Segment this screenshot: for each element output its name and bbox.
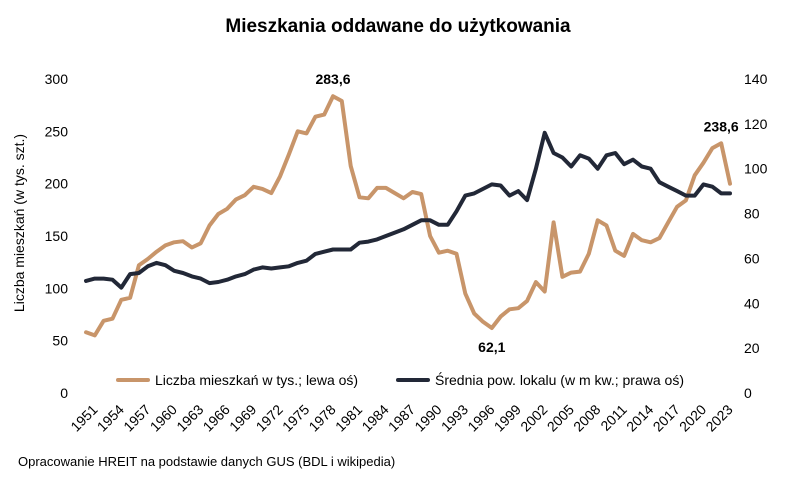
x-tick-label: 1951 (67, 401, 100, 434)
y-axis-label: Liczba mieszkań (w tys. szt.) (11, 134, 27, 312)
y-tick-label: 300 (45, 71, 69, 87)
source-note: Opracowanie HREIT na podstawie danych GU… (18, 454, 396, 469)
y-tick-label: 150 (45, 228, 69, 244)
legend-label-1: Liczba mieszkań w tys.; lewa oś) (155, 372, 358, 388)
y-tick-label: 100 (45, 280, 69, 296)
series-line-2 (84, 130, 732, 290)
series-layer (84, 94, 732, 338)
y2-tick-label: 40 (744, 295, 760, 311)
x-tick-label: 2002 (517, 401, 550, 434)
x-axis: 1951195419571960196319661969197219751978… (67, 401, 736, 434)
data-label: 238,6 (704, 118, 739, 134)
x-tick-label: 1966 (200, 401, 233, 434)
x-tick-label: 1969 (226, 401, 259, 434)
x-tick-label: 2011 (597, 401, 630, 434)
x-tick-label: 2017 (650, 401, 683, 434)
data-label: 283,6 (315, 71, 350, 87)
y2-tick-label: 80 (744, 206, 760, 222)
x-tick-label: 2005 (544, 401, 577, 434)
x-tick-label: 1990 (411, 401, 444, 434)
legend-label-2: Średnia pow. lokalu (w m kw.; prawa oś) (435, 371, 684, 388)
x-tick-label: 1993 (438, 401, 471, 434)
x-tick-label: 1957 (120, 401, 153, 434)
x-tick-label: 1972 (253, 401, 286, 434)
y-axis-right: 0 20 40 60 80 100 120 140 (744, 71, 768, 401)
y2-tick-label: 0 (744, 385, 752, 401)
legend: Liczba mieszkań w tys.; lewa oś) Średnia … (116, 371, 684, 388)
x-tick-label: 1963 (173, 401, 206, 434)
x-tick-label: 2020 (676, 401, 709, 434)
x-tick-label: 2023 (702, 401, 735, 434)
series-line-1 (84, 94, 732, 338)
y2-tick-label: 60 (744, 250, 760, 266)
annotations: 283,6 62,1 238,6 (315, 71, 738, 355)
x-tick-label: 2008 (570, 401, 603, 434)
x-tick-label: 2014 (623, 401, 656, 434)
y-tick-label: 50 (52, 333, 68, 349)
x-tick-label: 1954 (94, 401, 127, 434)
y-tick-label: 0 (60, 385, 68, 401)
chart-title: Mieszkania oddawane do użytkowania (225, 16, 571, 37)
x-tick-label: 1978 (305, 401, 338, 434)
y2-tick-label: 100 (744, 161, 768, 177)
y-axis-left: 0 50 100 150 200 250 300 (45, 71, 69, 401)
x-tick-label: 1960 (147, 401, 180, 434)
x-tick-label: 1981 (332, 401, 365, 434)
y-tick-label: 250 (45, 123, 69, 139)
x-tick-label: 1999 (491, 401, 524, 434)
y-tick-label: 200 (45, 176, 69, 192)
x-tick-label: 1984 (358, 401, 391, 434)
y2-tick-label: 140 (744, 71, 768, 87)
x-tick-label: 1996 (464, 401, 497, 434)
x-tick-label: 1975 (279, 401, 312, 434)
y2-tick-label: 120 (744, 116, 768, 132)
x-tick-label: 1987 (385, 401, 418, 434)
y2-tick-label: 20 (744, 340, 760, 356)
data-label: 62,1 (478, 339, 505, 355)
